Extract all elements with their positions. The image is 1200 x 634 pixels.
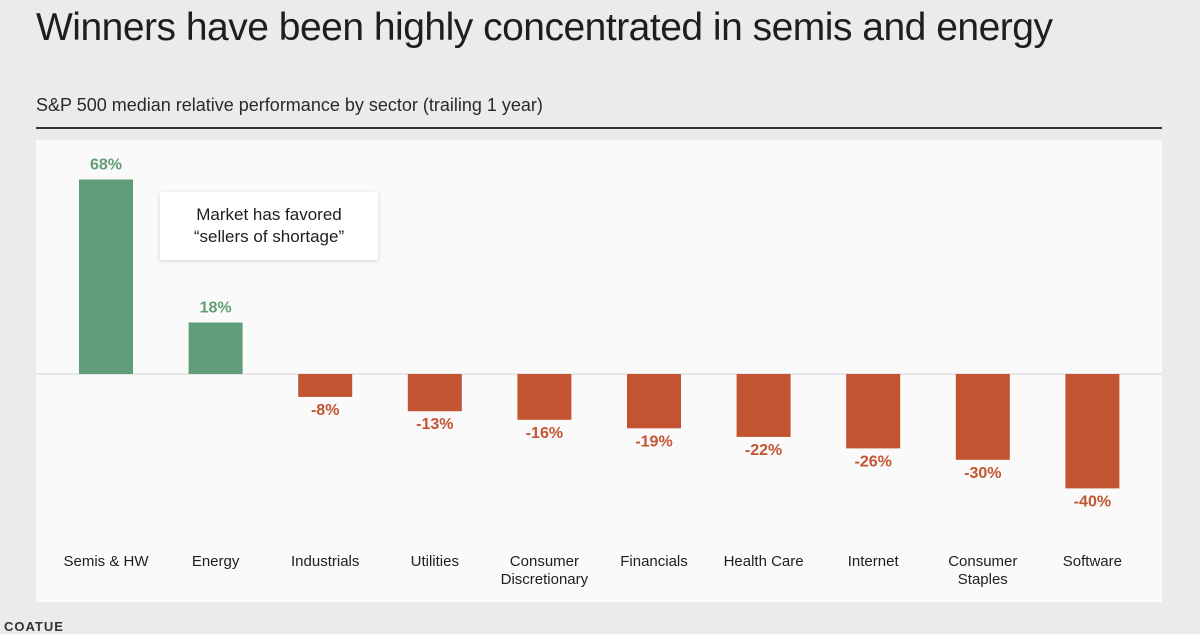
bar-chart: 68% Semis & HW 18% Energy -8% Industrials -13%…: [36, 157, 1162, 588]
data-label-9: -40%: [1074, 493, 1111, 510]
data-label-4: -16%: [526, 425, 563, 442]
bar-0: [79, 179, 133, 374]
bar-4: [517, 374, 572, 420]
data-label-8: -30%: [964, 465, 1001, 482]
category-label-7: Internet: [848, 553, 900, 570]
category-label-6: Health Care: [724, 553, 804, 570]
bar-6: [736, 374, 791, 437]
data-label-7: -26%: [855, 453, 892, 470]
category-label-5: Financials: [620, 553, 688, 570]
data-label-0: 68%: [90, 157, 122, 174]
data-label-3: -13%: [416, 416, 453, 433]
category-label-0: Semis & HW: [63, 553, 149, 570]
brand-logo: COATUE: [4, 619, 64, 634]
chart-subtitle: S&P 500 median relative performance by s…: [36, 95, 543, 115]
header-divider: [36, 127, 1162, 129]
bar-1: [188, 322, 243, 374]
category-label-1: Energy: [192, 553, 240, 570]
page-title: Winners have been highly concentrated in…: [36, 6, 1053, 49]
bar-3: [407, 374, 462, 412]
category-label-8-line-1: Staples: [958, 571, 1008, 588]
bar-9: [1065, 374, 1120, 489]
callout-line-1: Market has favored: [196, 205, 342, 224]
category-label-8-line-0: Consumer: [948, 553, 1017, 570]
chart-panel: 68% Semis & HW 18% Energy -8% Industrials -13%…: [36, 140, 1162, 602]
category-label-4-line-0: Consumer: [510, 553, 579, 570]
category-label-2: Industrials: [291, 553, 359, 570]
bar-5: [627, 374, 681, 429]
callout-line-2: “sellers of shortage”: [193, 227, 345, 246]
data-label-1: 18%: [200, 300, 232, 317]
category-label-9: Software: [1063, 553, 1122, 570]
data-label-6: -22%: [745, 442, 782, 459]
bar-8: [955, 374, 1010, 460]
category-label-4-line-1: Discretionary: [501, 571, 589, 588]
data-label-5: -19%: [635, 433, 672, 450]
bar-7: [846, 374, 901, 449]
callout-annotation: Market has favored “sellers of shortage”: [160, 192, 378, 260]
data-label-2: -8%: [311, 402, 339, 419]
category-label-3: Utilities: [411, 553, 459, 570]
bar-2: [298, 374, 353, 397]
